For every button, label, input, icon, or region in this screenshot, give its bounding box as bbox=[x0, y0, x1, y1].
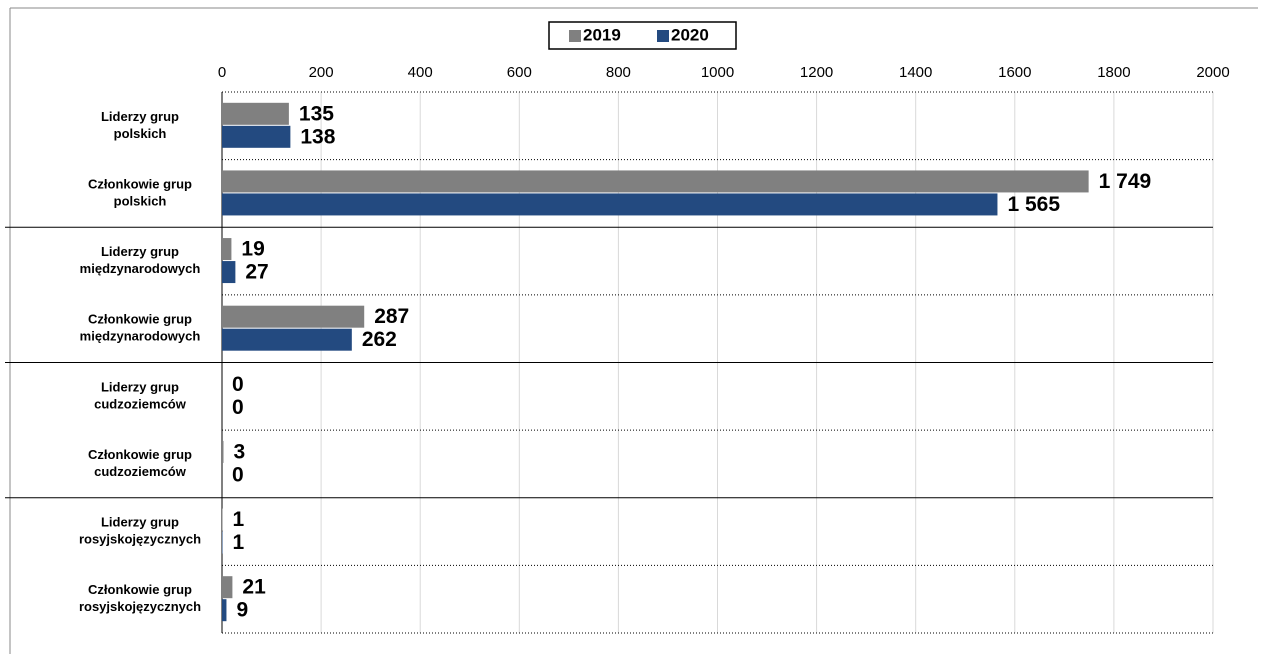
category-label: Liderzy grup polskich bbox=[101, 109, 179, 141]
bar bbox=[222, 328, 352, 351]
value-label: 27 bbox=[245, 261, 268, 284]
x-tick-label: 2000 bbox=[1196, 64, 1229, 81]
bar bbox=[222, 193, 998, 216]
x-tick-label: 1800 bbox=[1097, 64, 1130, 81]
x-tick-label: 1400 bbox=[899, 64, 932, 81]
category-label: Liderzy grup międzynarodowych bbox=[80, 245, 201, 277]
x-tick-label: 600 bbox=[507, 64, 532, 81]
x-tick-label: 1000 bbox=[701, 64, 734, 81]
x-tick-label: 0 bbox=[218, 64, 226, 81]
category-label: Liderzy grup rosyjskojęzycznych bbox=[79, 515, 201, 547]
bar bbox=[222, 261, 236, 284]
value-label: 21 bbox=[242, 576, 266, 599]
x-tick-label: 1600 bbox=[998, 64, 1031, 81]
value-label: 135 bbox=[299, 102, 334, 125]
bar bbox=[222, 440, 224, 463]
legend-label: 2019 bbox=[583, 25, 621, 44]
bar bbox=[222, 599, 227, 622]
bar bbox=[222, 305, 365, 328]
value-label: 9 bbox=[236, 599, 248, 622]
value-label: 1 565 bbox=[1007, 193, 1060, 216]
value-label: 0 bbox=[232, 373, 244, 396]
value-label: 3 bbox=[233, 440, 245, 463]
category-label: Liderzy grup cudzoziemców bbox=[94, 380, 187, 412]
value-label: 1 bbox=[232, 508, 244, 531]
x-tick-label: 800 bbox=[606, 64, 631, 81]
category-label: Członkowie grup cudzoziemców bbox=[88, 447, 192, 479]
bar bbox=[222, 125, 291, 148]
legend-swatch bbox=[569, 30, 581, 42]
bar bbox=[222, 170, 1089, 193]
category-label: Członkowie grup rosyjskojęzycznych bbox=[79, 583, 201, 615]
value-label: 0 bbox=[232, 463, 244, 486]
value-label: 19 bbox=[241, 238, 264, 261]
x-tick-label: 200 bbox=[309, 64, 334, 81]
category-label: Członkowie grup międzynarodowych bbox=[80, 312, 201, 344]
value-label: 1 bbox=[232, 531, 244, 554]
legend-label: 2020 bbox=[671, 25, 709, 44]
value-label: 1 749 bbox=[1099, 170, 1152, 193]
value-label: 262 bbox=[362, 328, 397, 351]
value-label: 138 bbox=[300, 125, 335, 148]
bar bbox=[222, 102, 289, 125]
category-label: Członkowie grup polskich bbox=[88, 177, 192, 209]
legend-swatch bbox=[657, 30, 669, 42]
bar bbox=[222, 238, 232, 261]
value-label: 287 bbox=[374, 305, 409, 328]
bar bbox=[222, 576, 233, 599]
value-label: 0 bbox=[232, 396, 244, 419]
x-tick-label: 400 bbox=[408, 64, 433, 81]
x-tick-label: 1200 bbox=[800, 64, 833, 81]
